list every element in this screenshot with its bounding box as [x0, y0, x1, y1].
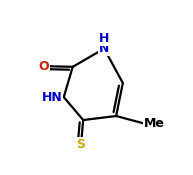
Text: HN: HN: [41, 91, 62, 104]
Text: N: N: [99, 42, 109, 55]
Text: H: H: [99, 32, 109, 46]
Text: O: O: [38, 60, 49, 73]
Text: Me: Me: [144, 117, 165, 130]
Text: S: S: [76, 138, 85, 152]
